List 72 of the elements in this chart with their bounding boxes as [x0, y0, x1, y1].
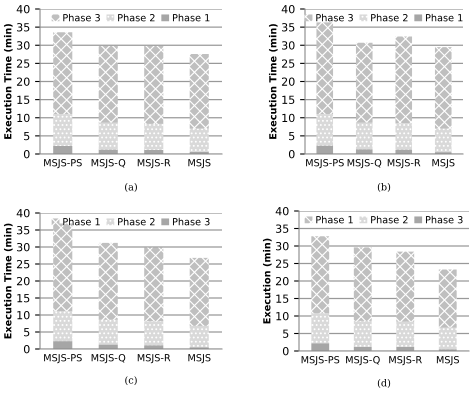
x-tick-label: MSJS-R	[138, 159, 170, 168]
y-tick-label: 35	[276, 224, 288, 233]
x-tick-label: MSJS-PS	[44, 159, 82, 168]
y-tick-label: 30	[276, 242, 289, 250]
legend-label: Phase 2	[118, 14, 155, 22]
x-tick-label: MSJS-Q	[92, 159, 126, 168]
y-tick-label: 0	[288, 150, 295, 158]
x-tick-label: MSJS-R	[138, 354, 170, 364]
y-tick-label: 15	[282, 96, 294, 104]
legend-label: Phase 1	[426, 14, 462, 22]
x-tick-label: MSJS-Q	[348, 159, 382, 168]
y-tick-label: 40	[282, 4, 295, 14]
y-tick-label: 30	[282, 41, 295, 50]
legend-label: Phase 1	[172, 14, 210, 22]
y-tick-label: 25	[276, 259, 288, 268]
y-tick-label: 30	[16, 242, 30, 252]
y-tick-label: 10	[17, 310, 30, 320]
y-tick-label: 30	[16, 41, 30, 50]
y-tick-label: 10	[276, 312, 289, 320]
y-tick-label: 25	[282, 59, 294, 68]
x-tick-label: MSJS	[436, 356, 460, 366]
y-axis-title: Execution Time (min)	[4, 24, 13, 139]
y-axis-title: Execution (min)	[262, 238, 272, 324]
y-tick-label: 0	[282, 346, 289, 356]
legend-label: Phase 3	[63, 14, 100, 22]
y-tick-label: 10	[282, 114, 295, 122]
text: (d)	[378, 379, 390, 388]
y-tick-label: 35	[282, 23, 294, 32]
legend-label: Phase 2	[371, 14, 408, 22]
x-tick-label: MSJS-PS	[44, 354, 82, 364]
x-tick-label: MSJS-Q	[346, 356, 380, 366]
y-axis-title: Execution Time (min)	[4, 224, 13, 338]
x-tick-label: MSJS	[188, 159, 211, 168]
y-tick-label: 20	[276, 276, 289, 286]
y-axis-title: Execution Time (min)	[268, 24, 278, 139]
y-tick-label: 40	[16, 208, 30, 218]
x-tick-label: MSJS	[188, 354, 211, 364]
y-tick-label: 15	[17, 96, 30, 104]
y-tick-label: 25	[16, 59, 30, 68]
y-tick-label: 5	[283, 330, 288, 338]
legend-label: Phase 2	[371, 216, 408, 224]
y-tick-label: 15	[17, 294, 30, 302]
x-tick-label: MSJS-R	[388, 159, 420, 168]
text: (a)	[125, 183, 137, 192]
x-tick-label: MSJS	[432, 159, 455, 168]
y-tick-label: 20	[282, 77, 295, 86]
y-tick-label: 5	[24, 132, 30, 140]
y-tick-label: 0	[24, 150, 30, 158]
y-tick-label: 10	[17, 114, 30, 122]
x-tick-label: MSJS-PS	[306, 159, 344, 168]
y-tick-label: 35	[16, 226, 30, 234]
y-tick-label: 40	[16, 4, 30, 14]
y-tick-label: 20	[16, 77, 30, 86]
y-tick-label: 40	[276, 206, 289, 216]
x-tick-label: MSJS-Q	[92, 354, 126, 364]
text: (c)	[125, 376, 137, 386]
x-tick-label: MSJS-R	[389, 356, 422, 366]
legend-label: Phase 2	[118, 218, 155, 226]
y-tick-label: 5	[289, 132, 294, 140]
legend-label: Phase 1	[316, 216, 353, 224]
y-tick-label: 5	[24, 328, 30, 336]
y-tick-label: 25	[16, 260, 30, 268]
y-tick-label: 0	[24, 344, 30, 354]
legend-label: Phase 3	[172, 218, 210, 226]
y-tick-label: 35	[16, 23, 30, 32]
y-tick-label: 15	[276, 294, 288, 303]
y-tick-label: 20	[16, 276, 30, 286]
legend-label: Phase 3	[316, 14, 353, 22]
legend-label: Phase 1	[63, 218, 100, 226]
text: (b)	[378, 183, 390, 192]
x-tick-label: MSJS-PS	[302, 356, 340, 366]
legend-label: Phase 3	[426, 216, 463, 224]
